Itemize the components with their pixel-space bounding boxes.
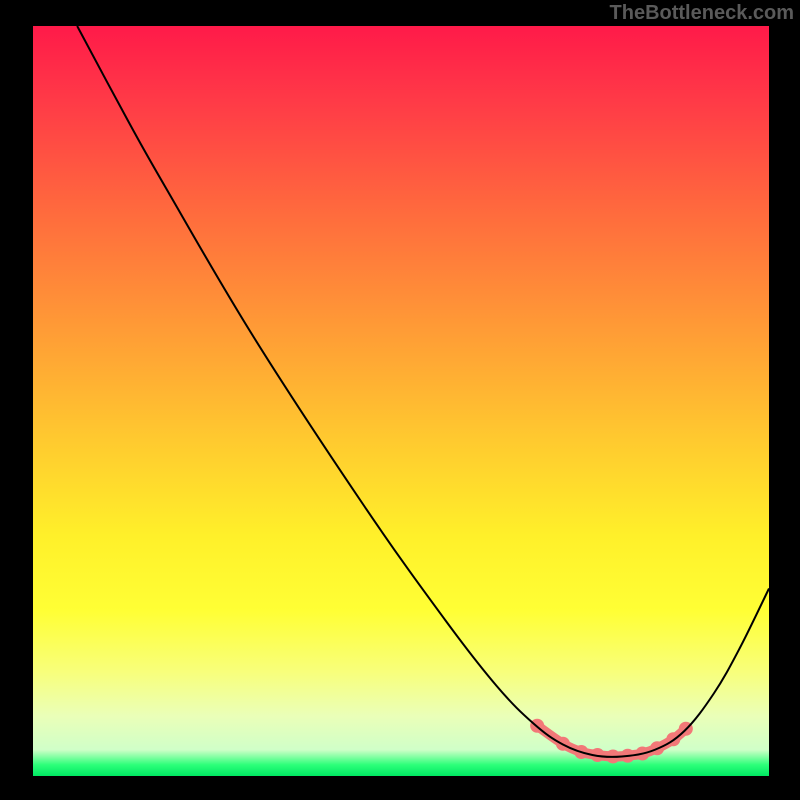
plot-gradient-background <box>33 26 769 776</box>
watermark-text: TheBottleneck.com <box>610 2 794 25</box>
bottleneck-chart <box>0 0 800 800</box>
chart-container: TheBottleneck.com <box>0 0 800 800</box>
